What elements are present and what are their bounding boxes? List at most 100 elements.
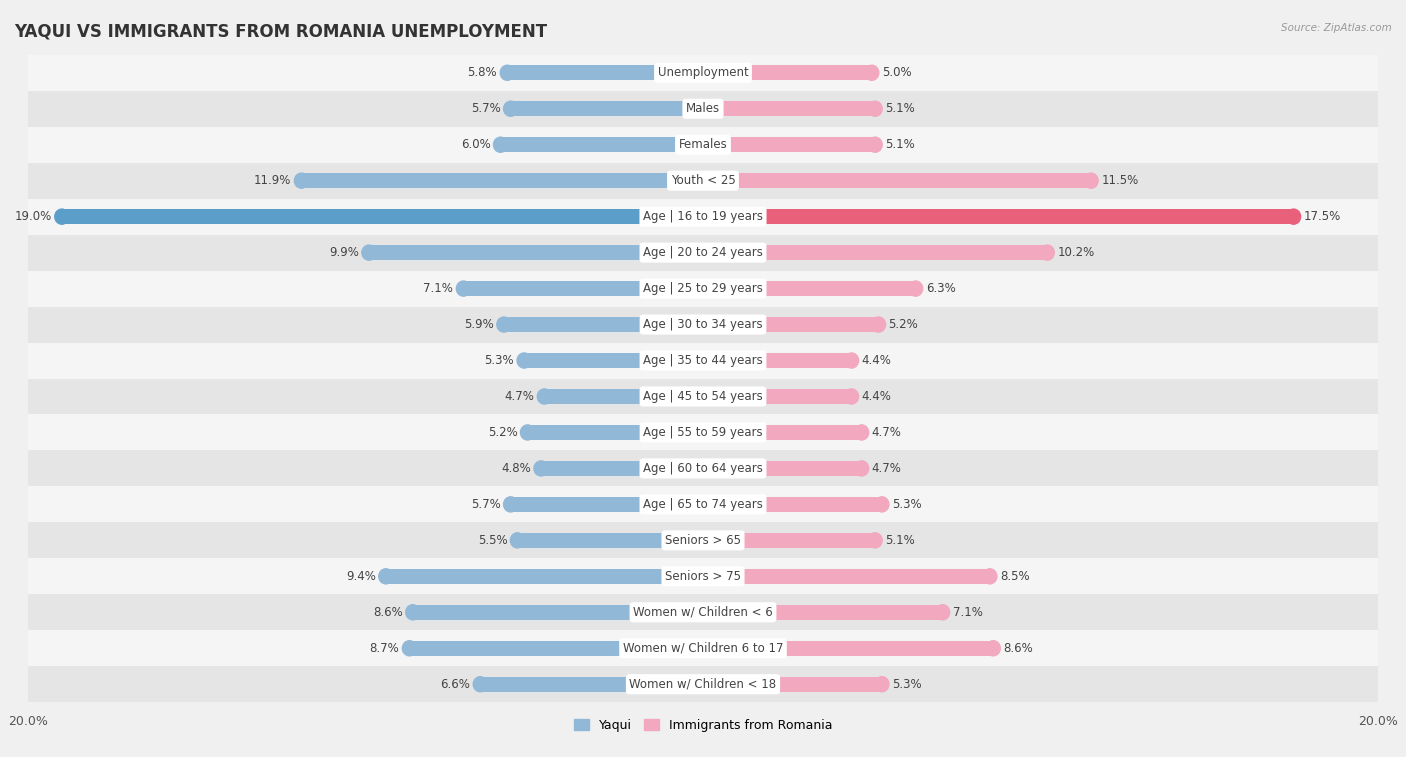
Bar (409, 640, 703, 656)
Bar (28, 307, 1378, 342)
Bar (541, 461, 703, 476)
Bar (703, 497, 882, 512)
Text: 5.2%: 5.2% (488, 426, 517, 439)
Circle shape (986, 640, 1000, 656)
Text: 4.7%: 4.7% (872, 462, 901, 475)
Bar (527, 425, 703, 440)
Circle shape (1040, 245, 1054, 260)
Text: 9.4%: 9.4% (346, 570, 375, 583)
Text: 9.9%: 9.9% (329, 246, 359, 259)
Text: Women w/ Children 6 to 17: Women w/ Children 6 to 17 (623, 642, 783, 655)
Bar (703, 245, 1047, 260)
Text: 5.8%: 5.8% (468, 67, 498, 79)
Circle shape (845, 389, 859, 404)
Bar (301, 173, 703, 188)
Text: Males: Males (686, 102, 720, 115)
Bar (28, 487, 1378, 522)
Circle shape (855, 425, 869, 440)
Text: 6.3%: 6.3% (925, 282, 956, 295)
Bar (703, 425, 862, 440)
Circle shape (503, 101, 517, 117)
Text: Seniors > 65: Seniors > 65 (665, 534, 741, 547)
Bar (703, 101, 875, 117)
Text: Age | 60 to 64 years: Age | 60 to 64 years (643, 462, 763, 475)
Text: 5.3%: 5.3% (891, 498, 921, 511)
Text: Age | 30 to 34 years: Age | 30 to 34 years (643, 318, 763, 331)
Bar (703, 281, 915, 296)
Bar (703, 533, 875, 548)
Bar (464, 281, 703, 296)
Circle shape (983, 569, 997, 584)
Bar (501, 137, 703, 152)
Circle shape (537, 389, 551, 404)
Circle shape (868, 137, 882, 152)
Legend: Yaqui, Immigrants from Romania: Yaqui, Immigrants from Romania (568, 714, 838, 737)
Circle shape (520, 425, 534, 440)
Text: 8.6%: 8.6% (1004, 642, 1033, 655)
Text: 7.1%: 7.1% (423, 282, 453, 295)
Bar (28, 235, 1378, 270)
Text: Unemployment: Unemployment (658, 67, 748, 79)
Circle shape (402, 640, 416, 656)
Circle shape (474, 677, 488, 692)
Circle shape (457, 281, 471, 296)
Bar (703, 137, 875, 152)
Circle shape (496, 317, 510, 332)
Text: 17.5%: 17.5% (1303, 210, 1341, 223)
Circle shape (855, 461, 869, 476)
Circle shape (865, 65, 879, 80)
Text: 4.8%: 4.8% (501, 462, 531, 475)
Text: 4.4%: 4.4% (862, 390, 891, 403)
Bar (703, 353, 852, 368)
Text: 8.6%: 8.6% (373, 606, 402, 618)
Text: Women w/ Children < 6: Women w/ Children < 6 (633, 606, 773, 618)
Bar (703, 677, 882, 692)
Circle shape (1084, 173, 1098, 188)
Circle shape (875, 497, 889, 512)
Text: 5.3%: 5.3% (485, 354, 515, 367)
Text: Age | 35 to 44 years: Age | 35 to 44 years (643, 354, 763, 367)
Circle shape (406, 605, 420, 620)
Text: Youth < 25: Youth < 25 (671, 174, 735, 187)
Bar (28, 666, 1378, 702)
Text: 5.3%: 5.3% (891, 678, 921, 690)
Bar (28, 342, 1378, 378)
Bar (510, 497, 703, 512)
Bar (28, 631, 1378, 666)
Text: 4.4%: 4.4% (862, 354, 891, 367)
Circle shape (494, 137, 508, 152)
Bar (28, 450, 1378, 487)
Bar (503, 317, 703, 332)
Circle shape (868, 101, 882, 117)
Circle shape (510, 533, 524, 548)
Bar (28, 126, 1378, 163)
Text: 5.2%: 5.2% (889, 318, 918, 331)
Circle shape (908, 281, 922, 296)
Circle shape (361, 245, 375, 260)
Text: 19.0%: 19.0% (14, 210, 52, 223)
Bar (28, 594, 1378, 631)
Text: 5.5%: 5.5% (478, 534, 508, 547)
Text: 5.7%: 5.7% (471, 498, 501, 511)
Circle shape (872, 317, 886, 332)
Text: Age | 16 to 19 years: Age | 16 to 19 years (643, 210, 763, 223)
Text: Age | 20 to 24 years: Age | 20 to 24 years (643, 246, 763, 259)
Bar (508, 65, 703, 80)
Text: 5.1%: 5.1% (886, 534, 915, 547)
Bar (703, 65, 872, 80)
Text: 5.1%: 5.1% (886, 102, 915, 115)
Bar (28, 522, 1378, 559)
Text: 5.9%: 5.9% (464, 318, 494, 331)
Text: Age | 65 to 74 years: Age | 65 to 74 years (643, 498, 763, 511)
Bar (703, 389, 852, 404)
Text: 5.1%: 5.1% (886, 139, 915, 151)
Text: 6.0%: 6.0% (461, 139, 491, 151)
Circle shape (503, 497, 517, 512)
Bar (703, 317, 879, 332)
Bar (28, 559, 1378, 594)
Bar (524, 353, 703, 368)
Circle shape (378, 569, 392, 584)
Circle shape (294, 173, 308, 188)
Bar (62, 209, 703, 224)
Bar (703, 209, 1294, 224)
